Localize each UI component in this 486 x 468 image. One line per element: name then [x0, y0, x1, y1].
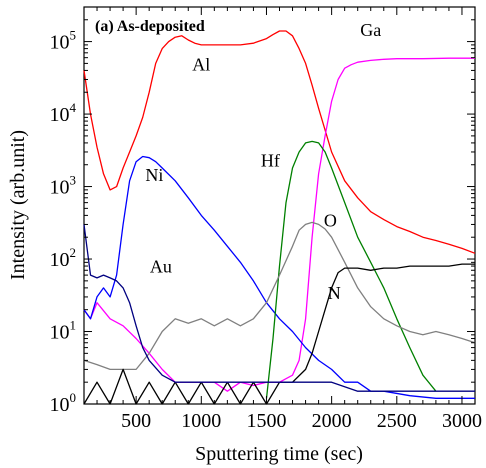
series-line-hf: [265, 140, 437, 399]
series-label-o: O: [324, 211, 337, 231]
series-line-o: [83, 221, 476, 371]
y-tick-label: 102: [50, 245, 77, 271]
x-tick-label: 2500: [377, 410, 417, 432]
series-line-au: [83, 224, 475, 392]
series-labels: Al Ga Ni Hf O N Au: [145, 20, 381, 303]
x-tick-label: 2000: [312, 410, 352, 432]
series-line-ni: [83, 155, 475, 399]
series-line-ga: [83, 57, 475, 392]
series-label-n: N: [328, 283, 341, 303]
plot-frame: [83, 6, 476, 405]
series-layer: [83, 30, 476, 405]
x-axis-title: Sputtering time (sec): [195, 443, 363, 465]
y-tick-label: 100: [50, 390, 77, 416]
x-tick-label: 3000: [442, 410, 482, 432]
series-label-ni: Ni: [145, 165, 163, 185]
axis-ticks: 500 1000 1500 2000 2500 3000 100 101 102 103 104 10…: [50, 6, 482, 432]
series-label-au: Au: [150, 257, 172, 277]
x-tick-label: 1500: [246, 410, 286, 432]
y-tick-label: 105: [50, 28, 77, 54]
y-tick-label: 103: [50, 173, 77, 199]
y-tick-label: 101: [50, 318, 77, 344]
series-line-n: [83, 263, 475, 405]
y-tick-label: 104: [50, 100, 77, 126]
y-axis-title: Intensity (arb.unit): [7, 130, 29, 280]
x-tick-label: 1000: [181, 410, 221, 432]
series-label-hf: Hf: [261, 150, 280, 170]
x-tick-label: 500: [121, 410, 151, 432]
series-line-al: [83, 30, 476, 254]
series-label-al: Al: [192, 54, 210, 74]
panel-title: (a) As-deposited: [95, 18, 205, 35]
series-label-ga: Ga: [360, 20, 381, 40]
